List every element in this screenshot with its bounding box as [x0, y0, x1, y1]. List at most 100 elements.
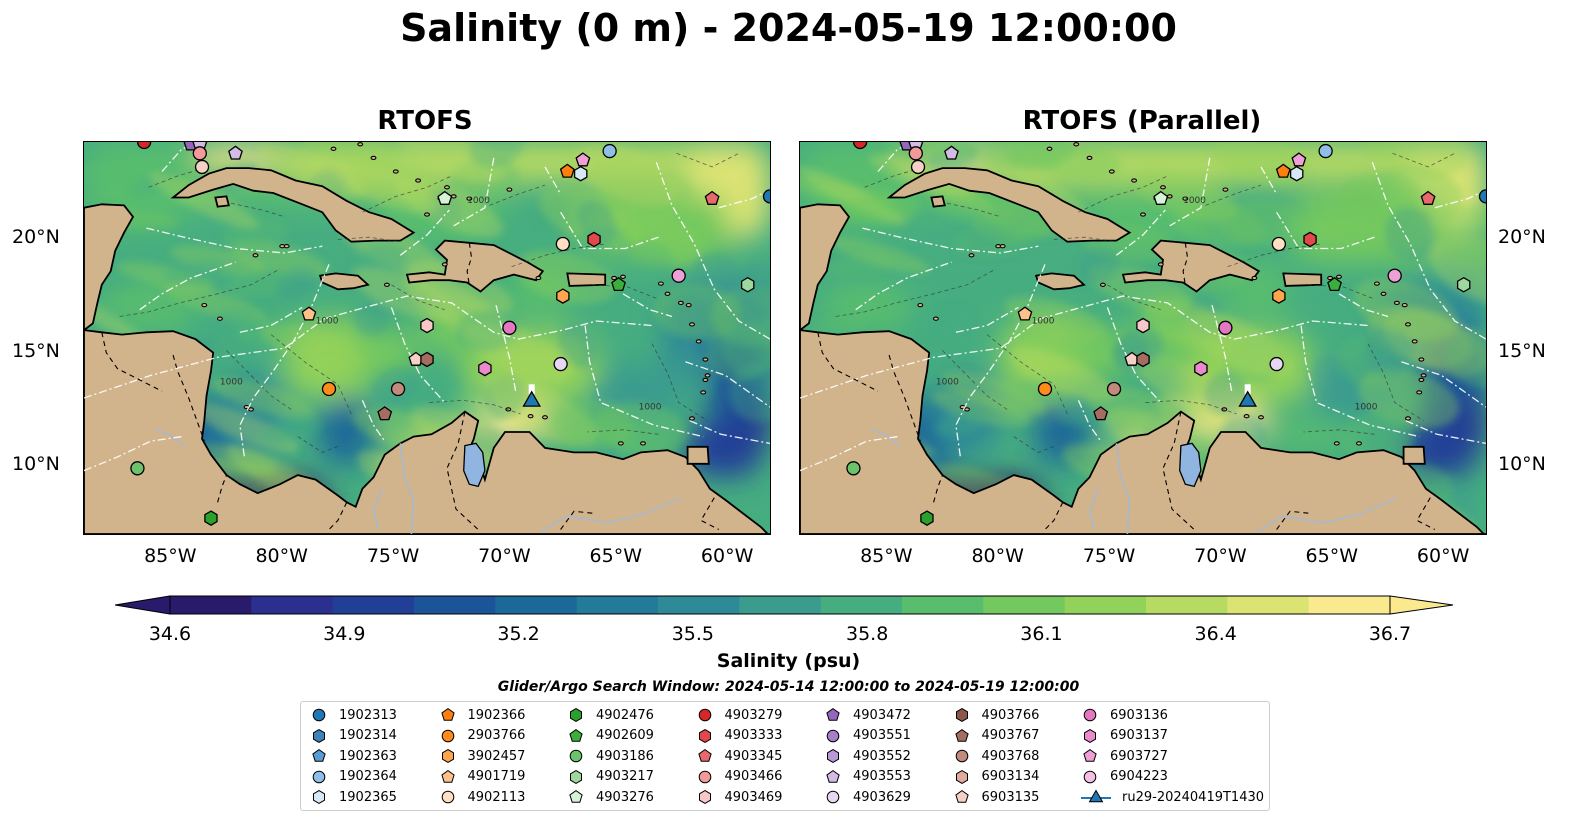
legend-marker-icon: [313, 790, 325, 804]
depth-contour-label: 1000: [220, 378, 243, 388]
legend-label: 1902363: [339, 748, 397, 764]
glider-marker: [1238, 390, 1258, 407]
float-marker: [559, 163, 575, 178]
legend-item: 4903553: [823, 767, 911, 787]
float-marker: [420, 351, 434, 368]
legend-marker-icon: [441, 729, 454, 742]
legend-item: 4903276: [566, 787, 654, 807]
legend-marker-icon: [312, 708, 326, 722]
colorbar-segment: [658, 596, 740, 614]
float-marker: [1106, 381, 1122, 397]
legend-item: 1902365: [309, 787, 397, 807]
float-marker: [420, 317, 434, 334]
float-marker: [587, 231, 601, 248]
float-marker: [1291, 152, 1307, 167]
legend-item: 1902314: [309, 726, 397, 746]
float-marker: [1318, 143, 1333, 159]
legend-item: 4903766: [952, 705, 1040, 725]
legend-marker-icon: [441, 749, 454, 763]
colorbar-tick-label: 35.8: [845, 623, 889, 645]
float-marker: [321, 381, 337, 397]
legend-item: 4901719: [438, 767, 525, 787]
float-marker: [1037, 381, 1053, 397]
float-marker: [556, 288, 570, 304]
x-tick-label: 75°W: [1082, 545, 1136, 567]
float-marker: [852, 142, 868, 150]
depth-contour-label: 1000: [467, 196, 490, 206]
legend-label: 4903345: [724, 748, 783, 764]
legend-item: 6903135: [952, 787, 1040, 807]
float-marker: [502, 320, 517, 335]
legend-marker-icon: [312, 748, 326, 762]
legend-label: 6903134: [981, 769, 1040, 784]
float-marker: [1289, 165, 1304, 182]
depth-contour-label: 1000: [1032, 316, 1055, 326]
legend-label: 4903767: [981, 728, 1040, 743]
legend-label: 1902366: [467, 707, 526, 723]
legend-item: 4903279: [695, 705, 783, 725]
legend-marker-icon: [570, 708, 582, 722]
colorbar-segment: [495, 596, 578, 614]
legend-marker-icon: [827, 749, 839, 763]
salinity-colorbar: [115, 595, 1454, 615]
legend-marker-icon: [1083, 708, 1097, 722]
float-marker: [1456, 276, 1471, 293]
legend-label: 4903279: [724, 707, 783, 723]
colorbar-tick-label: 34.9: [323, 623, 366, 645]
legend-item: ru29-20240419T1430: [1080, 787, 1264, 807]
legend-marker-icon: [312, 770, 326, 783]
legend-label: 4903766: [981, 707, 1040, 723]
legend-label: 4903629: [853, 789, 911, 805]
x-tick-label: 60°W: [1416, 545, 1470, 567]
float-marker: [908, 146, 923, 161]
legend-item: 4903469: [695, 787, 782, 807]
float-marker: [1327, 276, 1342, 292]
legend-marker-icon: [1083, 770, 1097, 783]
legend-item: 4903217: [566, 767, 654, 787]
x-tick-label: 65°W: [589, 545, 642, 567]
legend-marker-icon: [698, 728, 711, 743]
colorbar-tick-label: 34.6: [148, 623, 192, 645]
colorbar-segment: [576, 596, 659, 614]
depth-contour-label: 1000: [1183, 196, 1206, 206]
float-marker: [1218, 320, 1233, 335]
x-tick-label: 65°W: [1305, 545, 1358, 567]
legend-item: 4903767: [952, 726, 1040, 746]
colorbar-segment: [739, 596, 822, 614]
legend-item: 1902313: [309, 705, 397, 725]
colorbar-segment: [1146, 596, 1228, 614]
legend-marker-icon: [954, 728, 969, 742]
search-window-text: Glider/Argo Search Window: 2024-05-14 12…: [497, 679, 1080, 695]
legend-marker-icon: [697, 748, 712, 762]
float-marker: [671, 268, 686, 283]
float-marker: [1478, 189, 1486, 204]
float-marker: [194, 159, 210, 175]
salinity-map-svg: 1000 1000 1000 1000: [84, 142, 770, 534]
map-panel-rtofs-parallel: 1000 1000 1000 1000: [799, 141, 1487, 535]
float-marker: [204, 510, 218, 526]
depth-contour-label: 1000: [316, 316, 339, 326]
legend-label: 1902313: [339, 707, 397, 723]
y-tick-label: 15°N: [12, 339, 60, 362]
legend-item: 6903134: [952, 767, 1040, 787]
legend-label: 6903135: [981, 789, 1040, 805]
legend-marker-icon: [698, 790, 711, 804]
legend-marker-icon: [955, 708, 968, 722]
colorbar-segment: [1227, 596, 1310, 614]
x-tick-label: 75°W: [366, 545, 420, 567]
legend-marker-icon: [313, 728, 325, 743]
y-tick-label: 20°N: [12, 226, 60, 249]
float-marker: [1194, 360, 1208, 377]
legend-marker-icon: [826, 790, 840, 804]
legend-marker-icon: [955, 749, 968, 763]
legend-label: 4903553: [853, 769, 911, 784]
legend-label: 4903768: [981, 748, 1040, 764]
float-marker: [575, 152, 591, 167]
legend-item: 4902113: [438, 787, 525, 807]
float-marker: [555, 236, 571, 252]
float-marker: [1271, 236, 1287, 252]
legend-item: 6904223: [1080, 767, 1168, 787]
colorbar-segment: [983, 596, 1066, 614]
legend-marker-icon: [569, 789, 583, 803]
legend-item: 4903333: [695, 726, 782, 746]
